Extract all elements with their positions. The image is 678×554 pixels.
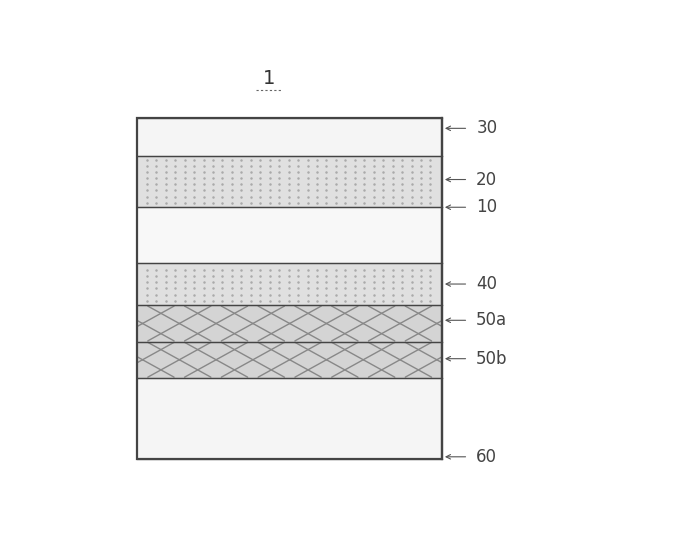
Bar [137,117,442,459]
Bar [137,156,442,207]
Text: 1: 1 [262,69,275,88]
Text: 50b: 50b [476,350,508,368]
Text: 50a: 50a [476,311,507,329]
Text: 30: 30 [476,119,498,137]
Text: 10: 10 [476,198,498,216]
Bar [137,263,442,305]
Text: 20: 20 [476,171,498,188]
Text: 40: 40 [476,275,497,293]
Bar [137,207,442,263]
Bar [137,117,442,156]
Bar [137,342,442,378]
Bar [137,378,442,459]
Text: 60: 60 [476,448,497,466]
Bar [137,305,442,342]
